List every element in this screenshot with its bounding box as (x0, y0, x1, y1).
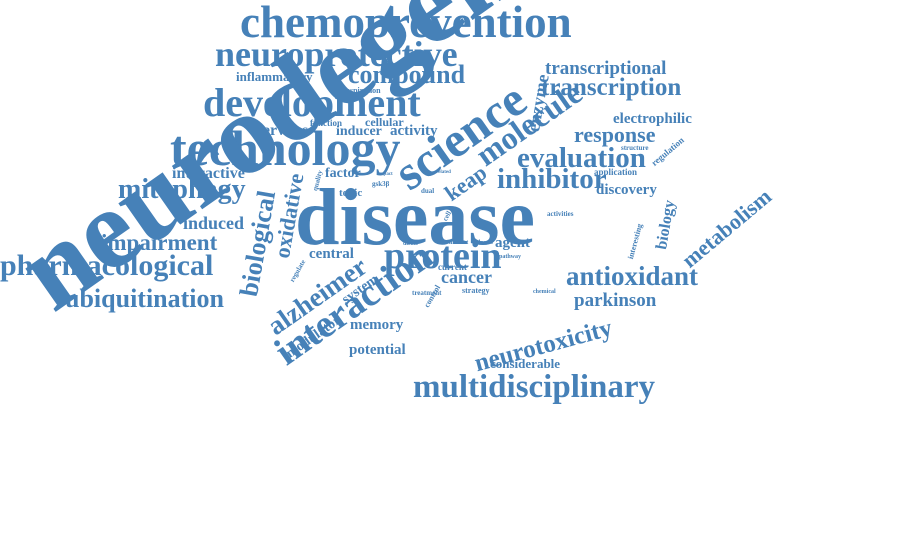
word-parkinson: parkinson (574, 290, 657, 311)
word-application: application (594, 167, 638, 177)
word-protein: protein (384, 235, 502, 277)
word-interesting: interesting (626, 222, 645, 261)
word-induced: induced (183, 213, 245, 233)
word-memory: memory (350, 317, 404, 333)
word-considerable: considerable (490, 356, 561, 371)
word-structure: structure (621, 144, 649, 152)
word-pharmacological: pharmacological (0, 249, 214, 282)
word-antioxidant: antioxidant (566, 261, 699, 291)
word-technology: technology (170, 120, 401, 176)
word-classes: classes (476, 240, 493, 246)
word-mitophagy: mitophagy (118, 174, 246, 205)
word-pathway: pathway (499, 254, 522, 260)
word-inflammatory: inflammatory (236, 69, 313, 84)
word-nervous: nervous (254, 122, 309, 139)
word-agent: agent (495, 235, 530, 251)
word-multidisciplinary: multidisciplinary (413, 369, 656, 405)
word-potential: potential (349, 342, 406, 358)
word-transcription: transcription (541, 74, 682, 101)
word-chemical: chemical (533, 289, 556, 295)
word-strategy: strategy (462, 286, 490, 295)
word-impact: impact (378, 172, 393, 177)
word-activities: activities (547, 210, 574, 218)
word-disease: disease (295, 174, 535, 262)
word-gsk3b: gsk3β (372, 180, 390, 188)
word-cellular: cellular (365, 115, 404, 129)
word-cancer: cancer (441, 267, 492, 287)
word-response: response (574, 122, 656, 147)
word-direct: direct (403, 241, 418, 247)
word-electrophilic: electrophilic (613, 111, 692, 127)
word-transcriptional: transcriptional (545, 58, 667, 79)
word-factor: factor (325, 166, 361, 181)
word-inducer: inducer (336, 124, 382, 139)
word-current: current (438, 262, 467, 272)
word-biology: biology (653, 198, 679, 251)
word-compound: compound (348, 60, 466, 89)
word-evaluation: evaluation (517, 142, 646, 174)
word-chemoprevention: chemoprevention (240, 0, 572, 47)
word-discovery: discovery (596, 182, 657, 198)
word-activity: activity (390, 123, 438, 139)
word-treatment: treatment (412, 289, 442, 297)
word-function: function (310, 118, 343, 128)
word-topic: topic (339, 187, 363, 199)
word-ubiquitination: ubiquitination (65, 284, 224, 313)
word-development: development (203, 80, 421, 125)
word-respiration: respiration (343, 86, 381, 95)
word-interactive: interactive (172, 165, 245, 182)
word-impairment: impairment (101, 230, 218, 255)
word-inhibitor: inhibitor (497, 163, 607, 195)
word-metabolism: metabolism (676, 183, 777, 273)
word-central: central (309, 246, 354, 262)
word-related: related (436, 170, 451, 175)
word-interest: interest (449, 240, 469, 246)
word-regulate: regulate (288, 258, 308, 284)
word-dual: dual (421, 187, 435, 195)
word-neuroprotective: neuroprotective (215, 34, 458, 74)
